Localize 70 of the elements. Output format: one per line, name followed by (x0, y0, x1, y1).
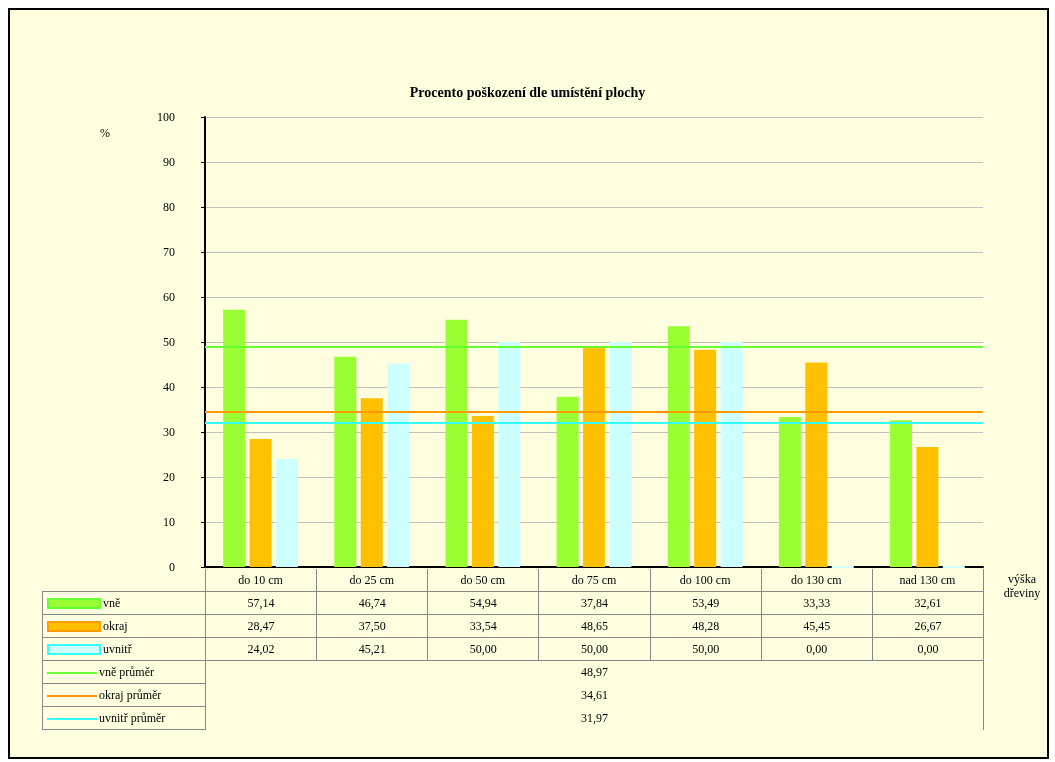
bar (360, 398, 383, 567)
bar (334, 356, 357, 567)
y-tick-label: 90 (163, 155, 175, 169)
bar (890, 420, 913, 567)
data-label: 46,74 (316, 591, 428, 615)
bar (387, 363, 410, 567)
data-label: 48,65 (538, 614, 651, 638)
y-tick-label: 20 (163, 470, 175, 484)
x-tick-label: do 130 cm (790, 573, 843, 587)
y-tick-label: 60 (163, 290, 175, 304)
x-tick-label: do 75 cm (571, 573, 617, 587)
bar (805, 362, 828, 567)
data-label: 45,21 (316, 637, 428, 661)
data-label: 50,00 (650, 637, 762, 661)
data-label: 45,45 (761, 614, 873, 638)
x-axis-title: výška dřeviny (1002, 572, 1042, 600)
x-tick-label: do 50 cm (460, 573, 506, 587)
y-tick-label: 70 (163, 245, 175, 259)
y-axis-title: % (100, 126, 110, 140)
x-tick-label: nad 130 cm (899, 573, 957, 587)
y-tick-label: 30 (163, 425, 175, 439)
x-tick-label: do 100 cm (679, 573, 732, 587)
bar (249, 438, 272, 567)
bar (556, 396, 579, 567)
data-label: 37,50 (316, 614, 428, 638)
legend-label: uvnitř průměr (99, 710, 166, 725)
x-tick-label: do 25 cm (349, 573, 395, 587)
text: 34,61 (580, 687, 608, 702)
data-label: 48,28 (650, 614, 762, 638)
data-label: 57,14 (205, 591, 317, 615)
bar (275, 458, 298, 567)
data-label: 26,67 (872, 614, 984, 638)
y-tick-label: 0 (169, 560, 175, 574)
x-tick-label: do 10 cm (238, 573, 284, 587)
data-label: 50,00 (427, 637, 539, 661)
data-label: 24,02 (205, 637, 317, 661)
y-tick-label: 40 (163, 380, 175, 394)
bar (445, 319, 468, 567)
y-tick-label: 100 (157, 110, 175, 124)
legend-label: vně průměr (99, 664, 154, 679)
legend-label: uvnitř (103, 641, 132, 656)
bar (667, 326, 690, 567)
data-label: 53,49 (650, 591, 762, 615)
bar (694, 349, 717, 567)
data-label: 33,54 (427, 614, 539, 638)
legend-label: okraj průměr (99, 687, 162, 702)
data-label: 28,47 (205, 614, 317, 638)
bar (916, 446, 939, 567)
bar (223, 309, 246, 567)
legend-label: vně (103, 595, 121, 610)
y-tick-label: 50 (163, 335, 175, 349)
data-label: 54,94 (427, 591, 539, 615)
data-label: 33,33 (761, 591, 873, 615)
y-tick-label: 80 (163, 200, 175, 214)
bar (609, 342, 632, 567)
data-label: 32,61 (872, 591, 984, 615)
bar (720, 342, 743, 567)
bar (498, 342, 521, 567)
y-tick-label: 10 (163, 515, 175, 529)
legend-label: okraj (103, 618, 128, 633)
bar (471, 416, 494, 567)
data-label: 37,84 (538, 591, 651, 615)
text: 31,97 (580, 710, 608, 725)
data-label: 0,00 (872, 637, 984, 661)
data-label: 0,00 (761, 637, 873, 661)
bar (778, 417, 801, 567)
data-label: 50,00 (538, 637, 651, 661)
chart-title: Procento poškození dle umístění plochy (409, 84, 646, 100)
bar (583, 348, 605, 567)
text: 48,97 (580, 664, 608, 679)
